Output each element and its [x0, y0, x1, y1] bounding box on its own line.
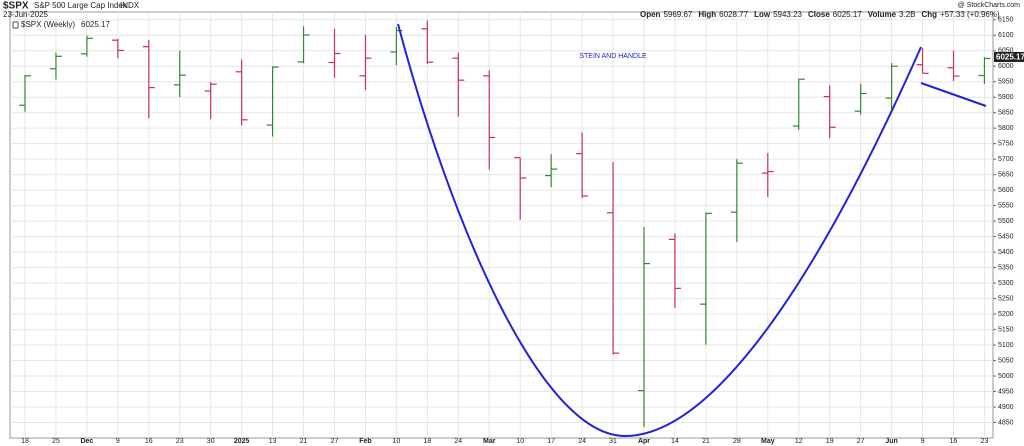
x-tick-label: 14: [671, 438, 679, 445]
annotation: STEIN AND HANDLE: [579, 53, 647, 60]
handle-drawing: [920, 82, 987, 107]
quote-label: Open: [640, 10, 661, 19]
quote-label: Low: [754, 10, 771, 19]
x-tick-label: Jun: [885, 438, 897, 445]
x-tick-label: 30: [207, 438, 215, 445]
x-tick-label: 19: [826, 438, 834, 445]
y-tick-label: 5450: [998, 233, 1014, 240]
x-tick-label: 27: [331, 438, 339, 445]
quote-label: Chg: [922, 10, 938, 19]
x-tick-label: 23: [981, 438, 989, 445]
y-tick-label: 5700: [998, 156, 1014, 163]
y-tick-label: 5950: [998, 79, 1014, 86]
quote-value: 6028.77: [719, 10, 748, 19]
y-tick-label: 5250: [998, 295, 1014, 302]
y-tick-label: 5150: [998, 326, 1014, 333]
x-tick-label: 2025: [234, 438, 250, 445]
price-tag: [994, 52, 1024, 62]
index-name: S&P 500 Large Cap Index: [34, 1, 127, 10]
y-tick-label: 5350: [998, 264, 1014, 271]
x-tick-label: 21: [702, 438, 710, 445]
x-tick-label: 10: [516, 438, 524, 445]
x-tick-label: Dec: [80, 438, 93, 445]
y-tick-label: 6100: [998, 32, 1014, 39]
quote-value: 5943.23: [773, 10, 802, 19]
x-tick-label: 23: [176, 438, 184, 445]
x-tick-label: May: [761, 438, 775, 445]
quote-value: 3.2B: [899, 10, 915, 19]
quote-value: 6025.17: [833, 10, 862, 19]
quote-value: 5969.67: [663, 10, 692, 19]
y-tick-label: 5800: [998, 125, 1014, 132]
quote-label: Close: [808, 10, 830, 19]
y-tick-label: 6000: [998, 63, 1014, 70]
y-tick-label: 5750: [998, 141, 1014, 148]
y-tick-label: 5000: [998, 373, 1014, 380]
x-tick-label: 18: [21, 438, 29, 445]
price-tag-label: 6025.17: [996, 53, 1024, 62]
x-tick-label: 27: [857, 438, 865, 445]
x-tick-label: Feb: [359, 438, 371, 445]
bars: [19, 20, 991, 428]
credit: @ StockCharts.com: [958, 2, 1021, 9]
x-tick-label: 16: [145, 438, 153, 445]
y-tick-label: 4850: [998, 419, 1014, 426]
y-axis: 4850 4900 4950 5000 5050 5100 5150 5200 5250 5300…: [993, 17, 1014, 426]
y-tick-label: 5050: [998, 357, 1014, 364]
x-tick-label: 24: [454, 438, 462, 445]
x-tick-label: 9: [116, 438, 120, 445]
quote-label: High: [698, 10, 716, 19]
x-tick-label: 10: [393, 438, 401, 445]
y-tick-label: 5600: [998, 187, 1014, 194]
x-tick-label: 25: [52, 438, 60, 445]
legend-value: 6025.17: [81, 20, 110, 29]
exchange: INDX: [120, 1, 140, 10]
x-tick-label: 12: [795, 438, 803, 445]
x-tick-label: 9: [921, 438, 925, 445]
y-tick-label: 4950: [998, 388, 1014, 395]
cup-drawing: [397, 23, 922, 438]
quote-label: Volume: [868, 10, 897, 19]
date: 23-Jun-2025: [3, 10, 48, 19]
x-tick-label: 18: [423, 438, 431, 445]
x-tick-label: 24: [578, 438, 586, 445]
x-tick-label: Apr: [638, 438, 650, 445]
quote: Open 5969.67 High 6028.77 Low 5943.23 Close 602…: [640, 10, 1000, 19]
x-tick-label: Mar: [483, 438, 496, 445]
y-tick-label: 5850: [998, 110, 1014, 117]
x-tick-label: 17: [547, 438, 555, 445]
y-tick-label: 4900: [998, 404, 1014, 411]
y-tick-label: 5300: [998, 280, 1014, 287]
y-tick-label: 5200: [998, 311, 1014, 318]
x-tick-label: 31: [609, 438, 617, 445]
x-tick-label: 13: [269, 438, 277, 445]
y-tick-label: 5650: [998, 171, 1014, 178]
y-tick-label: 5100: [998, 342, 1014, 349]
y-tick-label: 5500: [998, 218, 1014, 225]
x-tick-label: 28: [733, 438, 741, 445]
y-tick-label: 5550: [998, 202, 1014, 209]
legend-name: $SPX (Weekly): [21, 20, 75, 29]
x-tick-label: 21: [300, 438, 308, 445]
plot-area: [9, 11, 994, 439]
x-tick-label: 16: [950, 438, 958, 445]
y-tick-label: 6150: [998, 17, 1014, 24]
symbol: $SPX: [3, 1, 29, 12]
y-tick-label: 5900: [998, 94, 1014, 101]
quote-value: +57.33 (+0.96%): [940, 10, 1000, 19]
legend-icon: [12, 21, 19, 29]
grid: [10, 12, 993, 438]
y-tick-label: 5400: [998, 249, 1014, 256]
y-tick-label: 6050: [998, 48, 1014, 55]
